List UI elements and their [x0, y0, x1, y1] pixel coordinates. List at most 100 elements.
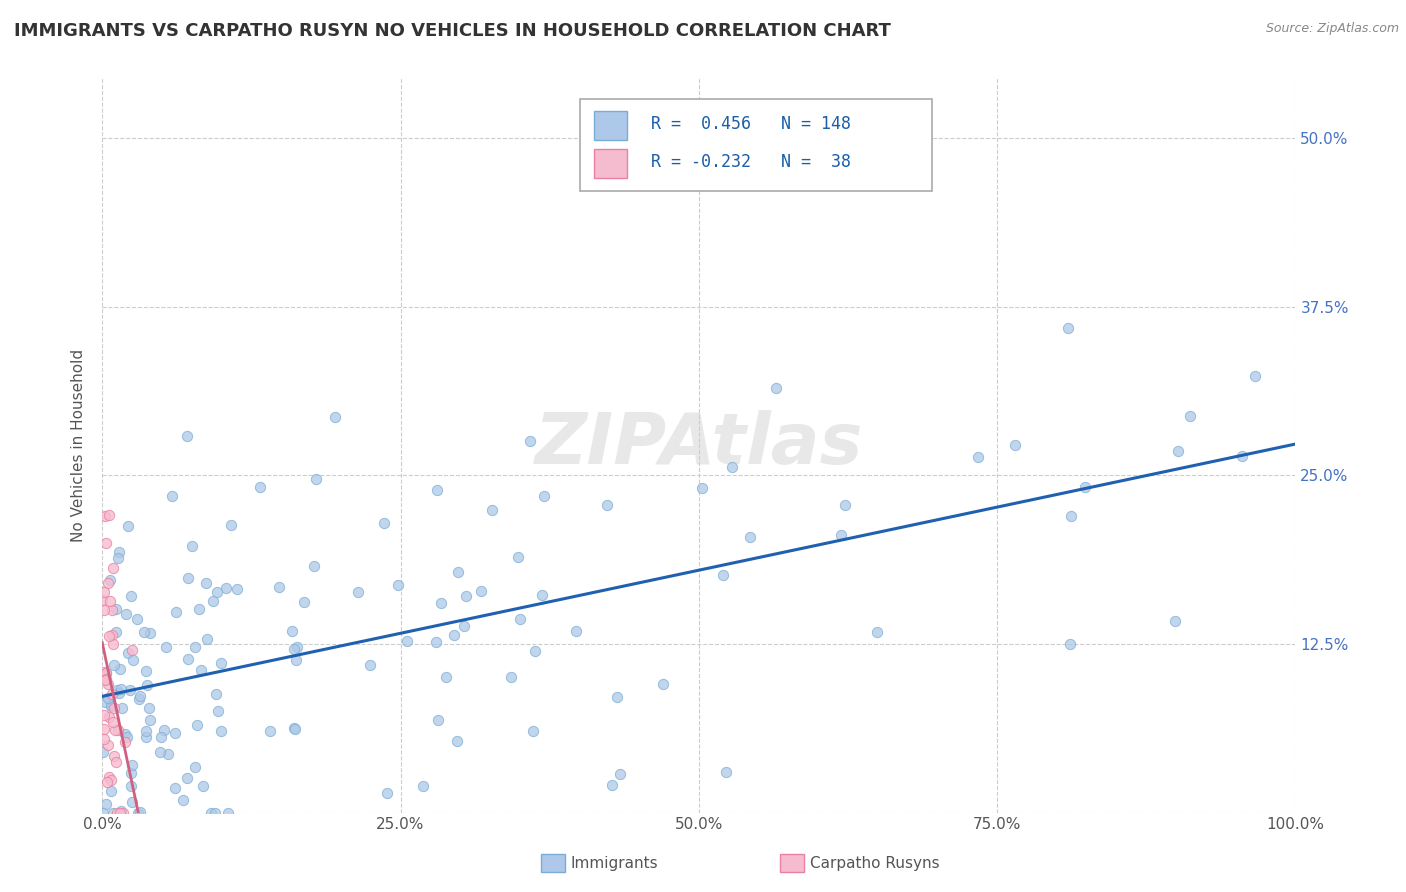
Point: [139, 626, 162, 640]
Point: [209, 657, 232, 671]
Point: [519, 434, 541, 448]
Point: [531, 588, 554, 602]
Point: [105, 625, 128, 640]
Point: [523, 643, 546, 657]
Point: [121, 757, 143, 772]
Point: [412, 780, 434, 794]
Point: [166, 605, 188, 619]
Point: [107, 550, 129, 565]
Point: [101, 561, 124, 575]
Point: [100, 603, 122, 617]
Point: [202, 594, 225, 608]
Point: [98, 770, 121, 784]
Point: [373, 516, 395, 530]
Point: [284, 653, 307, 667]
Point: [187, 602, 209, 616]
Text: Source: ZipAtlas.com: Source: ZipAtlas.com: [1265, 22, 1399, 36]
Point: [765, 381, 787, 395]
Point: [127, 805, 149, 820]
Point: [120, 779, 142, 793]
Point: [506, 550, 529, 565]
Point: [177, 571, 200, 585]
Point: [184, 760, 207, 774]
Bar: [593, 112, 627, 140]
Point: [217, 805, 239, 820]
Point: [1059, 637, 1081, 651]
Point: [1244, 368, 1267, 383]
Point: [120, 589, 142, 603]
Point: [132, 625, 155, 640]
Point: [200, 805, 222, 820]
Point: [387, 578, 409, 592]
Point: [101, 637, 124, 651]
Point: [446, 734, 468, 748]
Point: [183, 640, 205, 654]
Point: [190, 663, 212, 677]
Point: [105, 683, 128, 698]
Point: [711, 568, 734, 582]
Point: [110, 681, 132, 696]
Point: [1178, 409, 1201, 424]
Point: [740, 530, 762, 544]
Point: [93, 585, 115, 599]
Point: [716, 765, 738, 780]
Point: [1060, 508, 1083, 523]
Point: [120, 683, 142, 698]
Point: [104, 723, 127, 738]
Point: [94, 535, 117, 549]
Point: [103, 658, 125, 673]
Point: [100, 698, 122, 713]
Point: [181, 539, 204, 553]
FancyBboxPatch shape: [579, 100, 932, 192]
Point: [107, 723, 129, 737]
Point: [834, 499, 856, 513]
Point: [117, 518, 139, 533]
Point: [93, 805, 115, 820]
Text: Carpatho Rusyns: Carpatho Rusyns: [810, 856, 939, 871]
Point: [111, 701, 134, 715]
Point: [194, 576, 217, 591]
Text: Immigrants: Immigrants: [571, 856, 658, 871]
Point: [97, 677, 120, 691]
Point: [94, 666, 117, 681]
Point: [304, 472, 326, 486]
Point: [150, 731, 173, 745]
Point: [117, 646, 139, 660]
Text: R = -0.232   N =  38: R = -0.232 N = 38: [651, 153, 851, 171]
Point: [162, 489, 184, 503]
Point: [225, 582, 247, 596]
Point: [283, 641, 305, 656]
Point: [600, 779, 623, 793]
Point: [94, 797, 117, 812]
Point: [100, 773, 122, 788]
Point: [1074, 480, 1097, 494]
Point: [215, 581, 238, 595]
Point: [93, 508, 115, 523]
Point: [195, 632, 218, 647]
Point: [97, 576, 120, 591]
Point: [193, 779, 215, 793]
Point: [280, 624, 302, 638]
Point: [139, 714, 162, 728]
Point: [135, 678, 157, 692]
Point: [509, 612, 531, 626]
Point: [292, 595, 315, 609]
Point: [103, 805, 125, 820]
Point: [101, 687, 124, 701]
Text: R =  0.456   N = 148: R = 0.456 N = 148: [651, 115, 851, 133]
Point: [103, 700, 125, 714]
Point: [93, 603, 115, 617]
Point: [97, 629, 120, 643]
Point: [110, 805, 132, 820]
Point: [135, 731, 157, 745]
Point: [125, 612, 148, 626]
Bar: [593, 149, 627, 178]
Text: IMMIGRANTS VS CARPATHO RUSYN NO VEHICLES IN HOUSEHOLD CORRELATION CHART: IMMIGRANTS VS CARPATHO RUSYN NO VEHICLES…: [14, 22, 891, 40]
Point: [101, 714, 124, 729]
Point: [93, 665, 115, 680]
Point: [1167, 444, 1189, 458]
Point: [249, 480, 271, 494]
Text: ZIPAtlas: ZIPAtlas: [534, 410, 863, 480]
Point: [93, 745, 115, 759]
Point: [1164, 614, 1187, 628]
